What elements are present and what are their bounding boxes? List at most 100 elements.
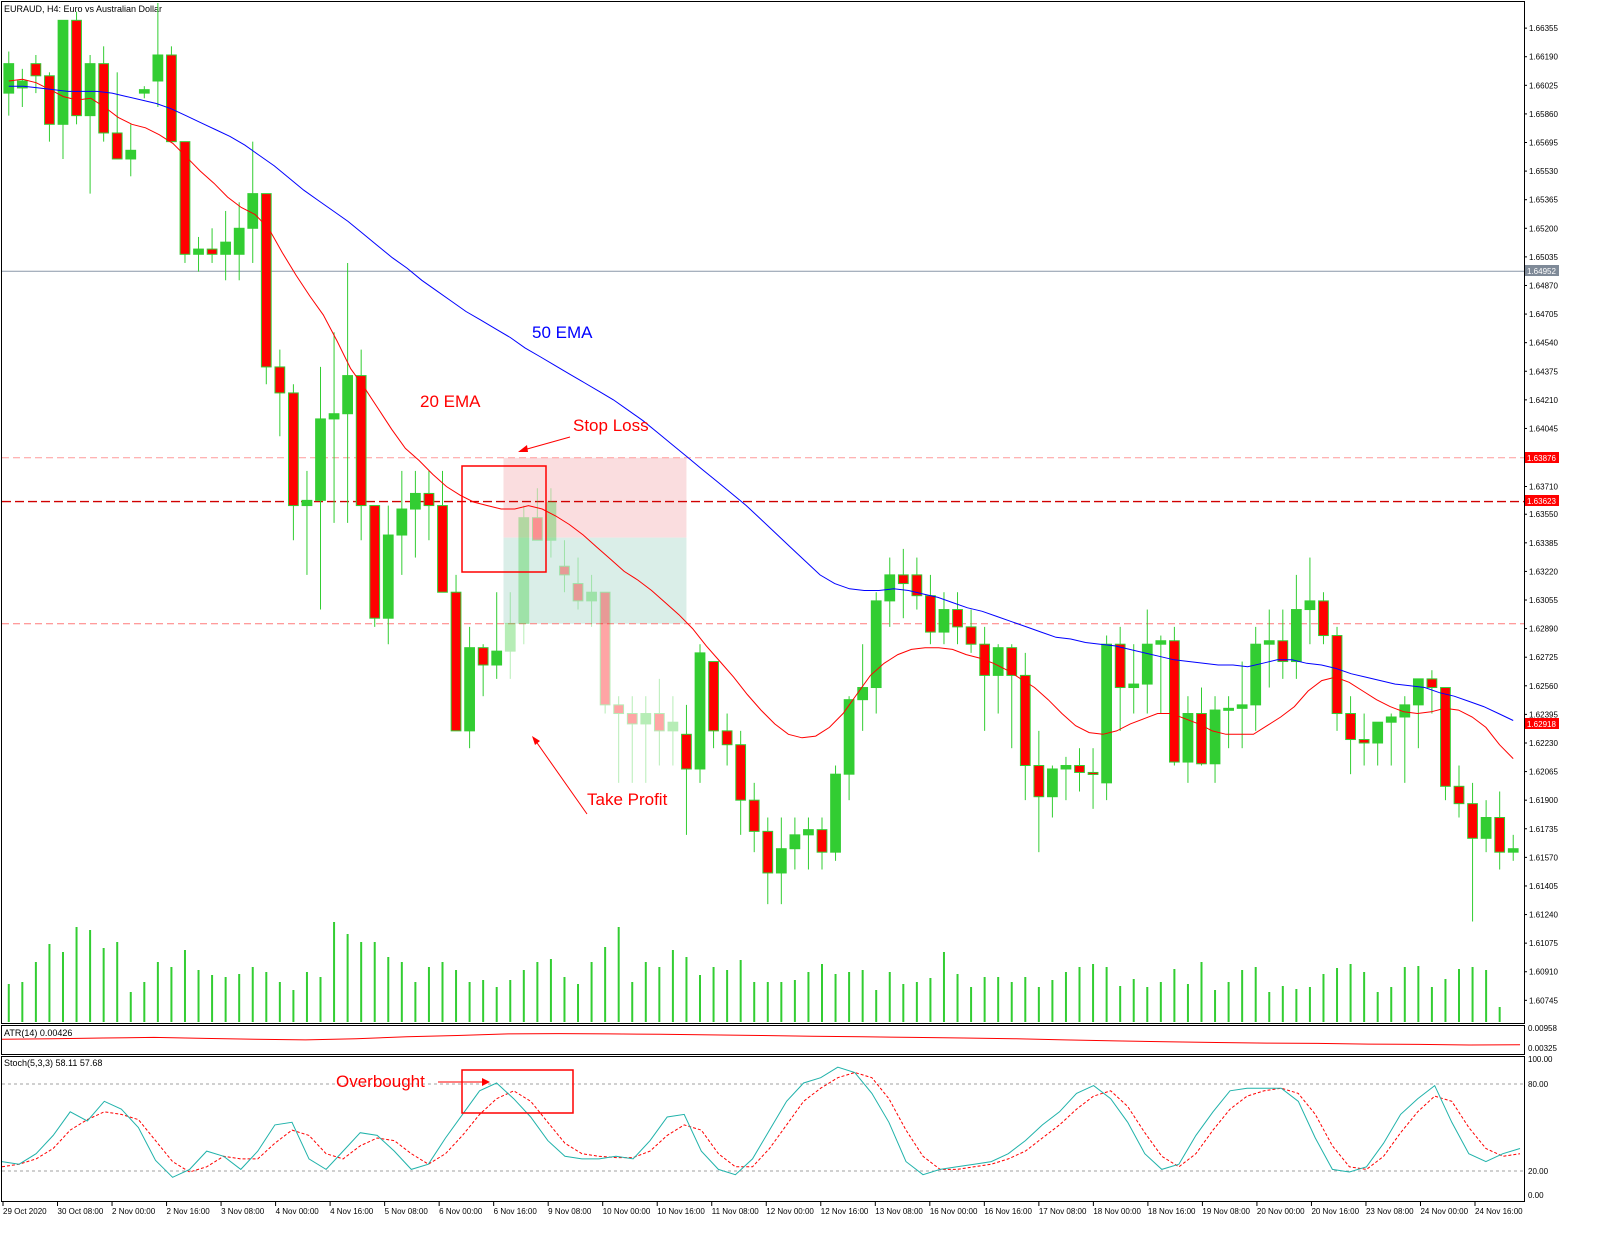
candle-body [179, 141, 191, 255]
candle-body [775, 848, 787, 874]
atr-label: ATR(14) 0.00426 [4, 1028, 72, 1038]
candle-body [1277, 640, 1289, 663]
price-levels [2, 270, 1524, 625]
candle-body [247, 193, 259, 229]
price-tick-label: 1.62560 [1529, 682, 1558, 691]
candle-body [1345, 713, 1356, 741]
ema20-annotation: 20 EMA [420, 392, 481, 411]
candle-body [152, 54, 164, 82]
overbought-arrowhead [482, 1078, 490, 1086]
candle-body [681, 733, 692, 770]
price-tick-label: 1.65200 [1529, 224, 1558, 233]
candle-body [748, 799, 760, 832]
candle-body [952, 609, 963, 628]
time-tick-label: 5 Nov 08:00 [385, 1207, 429, 1216]
candle-body [260, 193, 272, 368]
time-tick-label: 24 Nov 16:00 [1475, 1207, 1523, 1216]
candle-body [708, 661, 719, 732]
candle [1223, 696, 1234, 749]
candle-body [992, 647, 1004, 676]
candle-body [355, 375, 367, 507]
candle-body [1412, 678, 1424, 706]
time-tick-label: 18 Nov 00:00 [1093, 1207, 1141, 1216]
time-tick-label: 10 Nov 00:00 [603, 1207, 651, 1216]
stop-loss-price: 1.63876 [1527, 454, 1556, 463]
current-price-tag [1525, 265, 1559, 276]
candle-body [843, 699, 855, 775]
entry-signal-box [461, 465, 547, 573]
candle [1087, 748, 1099, 809]
candle-body [16, 80, 28, 89]
price-tick-label: 1.61735 [1529, 825, 1558, 834]
candle-body [1047, 768, 1058, 798]
price-tick-label: 1.64210 [1529, 396, 1558, 405]
candle [531, 488, 543, 541]
price-tick-label: 1.63055 [1529, 596, 1558, 605]
candle [762, 817, 774, 905]
stop-loss-tag [1525, 452, 1559, 463]
price-tick-label: 1.65860 [1529, 110, 1558, 119]
candle [30, 54, 42, 94]
price-tick-label: 1.63220 [1529, 567, 1558, 576]
candle-body [437, 505, 448, 593]
atr-tick-low: 0.00325 [1528, 1044, 1557, 1053]
time-tick-label: 4 Nov 00:00 [276, 1207, 320, 1216]
price-tick-label: 1.66025 [1529, 81, 1558, 90]
price-tick-label: 1.65695 [1529, 139, 1558, 148]
stoch-main-line [1, 1066, 1521, 1178]
candle [518, 505, 530, 645]
candle-body [1019, 674, 1031, 767]
candle-body [30, 63, 42, 77]
candle-body [1399, 704, 1411, 718]
candle-body [369, 505, 381, 619]
candle-body [1494, 817, 1506, 853]
time-tick-label: 11 Nov 08:00 [712, 1207, 760, 1216]
candle-body [1440, 687, 1451, 787]
candle [1033, 730, 1045, 853]
price-tick-label: 1.66190 [1529, 53, 1558, 62]
candle [1141, 609, 1153, 714]
candle [1263, 609, 1275, 688]
candle-body [545, 501, 557, 541]
current-price-text: 1.64952 [1527, 267, 1556, 276]
candle [613, 696, 625, 783]
stoch-label: Stoch(5,3,3) 58.11 57.68 [4, 1058, 102, 1068]
stop-loss-arrowhead [518, 445, 528, 452]
price-tick-label: 1.62890 [1529, 625, 1558, 634]
candle [138, 86, 150, 99]
candle [1047, 765, 1058, 818]
price-tick-label: 1.63385 [1529, 539, 1558, 548]
stoch-levels [2, 1083, 1524, 1172]
stop-loss-annotation: Stop Loss [573, 416, 649, 435]
chart-title: EURAUD, H4: Euro vs Australian Dollar [4, 4, 162, 14]
price-tick-label: 1.60745 [1529, 996, 1558, 1005]
candle [789, 817, 801, 870]
time-tick-label: 30 Oct 08:00 [58, 1207, 104, 1216]
time-tick-label: 19 Nov 08:00 [1202, 1207, 1250, 1216]
candle [708, 661, 719, 749]
candle-body [1372, 721, 1384, 744]
candle-body [1480, 817, 1492, 839]
candle [98, 46, 110, 142]
candle-body [328, 413, 340, 420]
overbought-box [461, 1069, 574, 1114]
candle-body [1128, 683, 1140, 689]
candle-body [491, 650, 503, 666]
candle [328, 332, 340, 523]
candle-body [816, 829, 828, 853]
candle [681, 704, 692, 835]
candle-body [44, 75, 55, 125]
candle [504, 592, 516, 679]
candle-body [653, 713, 665, 732]
candle [315, 366, 326, 610]
candle-body [925, 595, 936, 633]
ema-50-line [8, 85, 1514, 721]
time-tick-label: 10 Nov 16:00 [657, 1207, 705, 1216]
candle-body [1290, 609, 1302, 663]
candle-body [640, 713, 652, 725]
candle [1318, 592, 1329, 645]
candle-body [274, 366, 286, 394]
candle-body [1155, 640, 1167, 645]
stoch-tick-80: 80.00 [1528, 1080, 1549, 1089]
candle-body [423, 492, 435, 507]
